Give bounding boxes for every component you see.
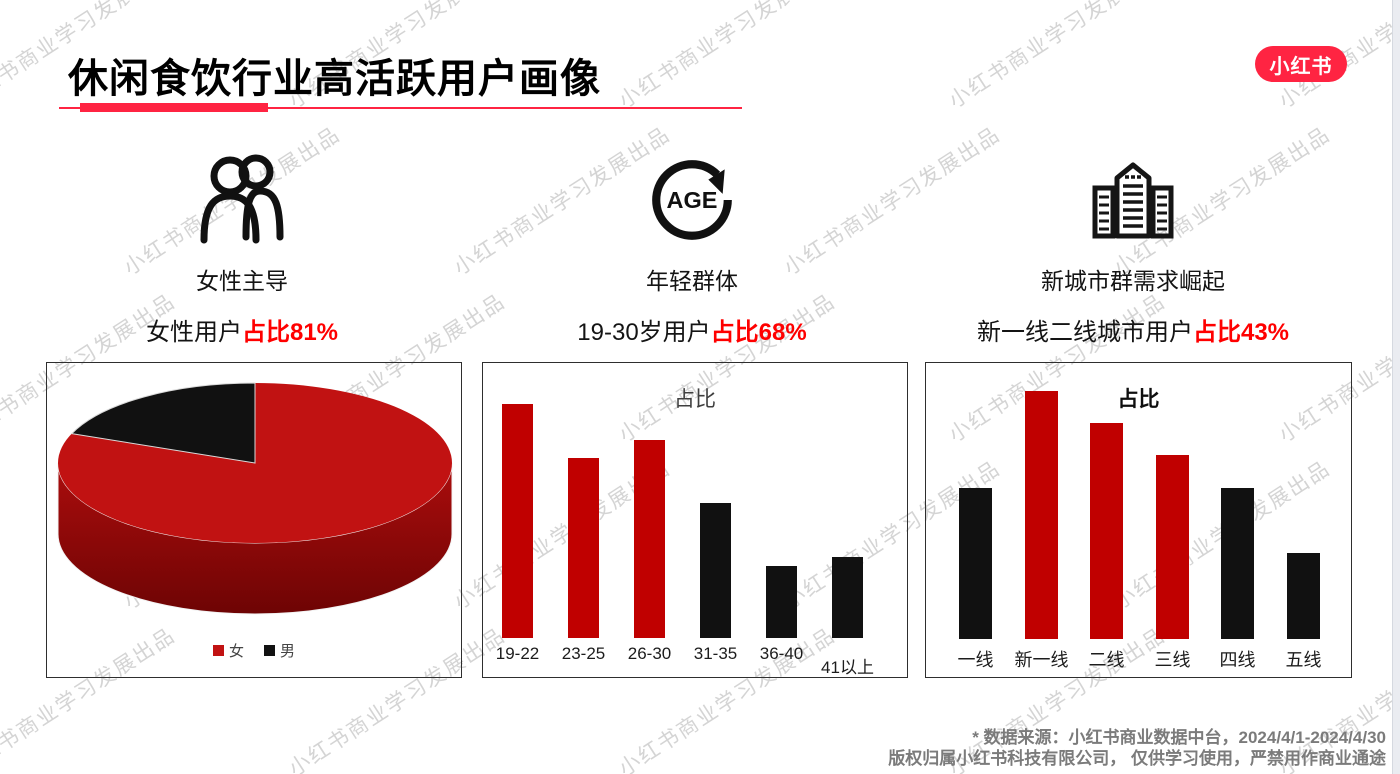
x-axis-label: 五线 bbox=[1285, 650, 1322, 670]
feature-female: 女性主导 女性用户占比81% bbox=[32, 146, 452, 347]
window-edge-scrollbar bbox=[1392, 0, 1400, 774]
feature-stat: 女性用户占比81% bbox=[146, 312, 338, 347]
legend-swatch bbox=[212, 645, 224, 656]
users-icon bbox=[196, 146, 288, 254]
feature-title: 年轻群体 bbox=[646, 268, 738, 294]
bar-一线 bbox=[959, 488, 992, 639]
legend-item-男: 男 bbox=[264, 640, 295, 661]
stat-prefix: 女性用户 bbox=[145, 319, 242, 346]
bar-三线 bbox=[1156, 455, 1189, 639]
x-axis-label: 一线 bbox=[957, 650, 994, 670]
age-cycle-icon: AGE bbox=[645, 146, 739, 254]
stat-highlight: 占比68% bbox=[710, 319, 807, 346]
gender-pie-chart: 女男 bbox=[46, 362, 462, 678]
feature-city: 新城市群需求崛起 新一线二线城市用户占比43% bbox=[923, 146, 1343, 347]
legend-label: 女 bbox=[228, 643, 244, 660]
stat-prefix: 新一线二线城市用户 bbox=[976, 319, 1193, 346]
feature-title: 女性主导 bbox=[196, 268, 288, 294]
x-axis-label: 四线 bbox=[1219, 650, 1256, 670]
legend-item-女: 女 bbox=[212, 640, 244, 661]
pie-3d bbox=[57, 382, 453, 615]
x-axis-label: 新一线 bbox=[1014, 650, 1069, 670]
footer-source-note: * 数据来源：小红书商业数据中台，2024/4/1-2024/4/30 版权归属… bbox=[888, 727, 1386, 769]
stat-prefix: 19-30岁用户 bbox=[577, 319, 711, 346]
city-buildings-icon bbox=[1083, 146, 1183, 254]
legend-swatch bbox=[264, 645, 275, 656]
pie-legend: 女男 bbox=[47, 640, 461, 661]
bar-23-25 bbox=[568, 458, 599, 638]
data-source-line: * 数据来源：小红书商业数据中台，2024/4/1-2024/4/30 bbox=[972, 728, 1386, 747]
bar-41以上 bbox=[832, 557, 863, 638]
x-axis-label: 19-22 bbox=[495, 644, 540, 663]
title-underline bbox=[59, 107, 742, 109]
x-axis-label: 三线 bbox=[1154, 650, 1191, 670]
stat-highlight: 占比43% bbox=[1192, 319, 1290, 346]
feature-stat: 19-30岁用户占比68% bbox=[577, 312, 806, 347]
title-underline-accent bbox=[80, 103, 268, 112]
stat-highlight: 占比81% bbox=[241, 319, 339, 346]
x-axis-label: 26-30 bbox=[627, 644, 672, 663]
x-axis-label: 36-40 bbox=[759, 644, 804, 663]
city-plot-area: 一线 新一线 二线 三线 四线 五线 bbox=[926, 363, 1351, 677]
city-tier-bar-chart: 占比 一线 新一线 二线 三线 四线 五线 bbox=[925, 362, 1352, 678]
feature-stat: 新一线二线城市用户占比43% bbox=[977, 312, 1289, 347]
age-plot-area: 19-22 23-25 26-30 31-35 36-40 41以上 bbox=[483, 363, 907, 677]
x-axis-label: 23-25 bbox=[561, 644, 606, 663]
bar-新一线 bbox=[1025, 391, 1058, 639]
page-title: 休闲食饮行业高活跃用户画像 bbox=[68, 57, 601, 101]
legend-label: 男 bbox=[280, 643, 296, 660]
svg-text:AGE: AGE bbox=[667, 187, 718, 213]
x-axis-label: 31-35 bbox=[693, 644, 738, 663]
feature-age: AGE 年轻群体 19-30岁用户占比68% bbox=[482, 146, 902, 347]
x-axis-label: 41以上 bbox=[821, 658, 874, 677]
x-axis-label: 二线 bbox=[1088, 650, 1125, 670]
feature-title: 新城市群需求崛起 bbox=[1041, 268, 1225, 294]
bar-五线 bbox=[1287, 553, 1320, 639]
xiaohongshu-logo: 小红书 bbox=[1255, 46, 1347, 82]
bar-26-30 bbox=[634, 440, 665, 638]
age-bar-chart: 占比 19-22 23-25 26-30 31-35 36-40 41以上 bbox=[482, 362, 908, 678]
bar-31-35 bbox=[700, 503, 731, 638]
bar-二线 bbox=[1090, 423, 1123, 639]
bar-19-22 bbox=[502, 404, 533, 638]
bar-四线 bbox=[1221, 488, 1254, 639]
chart-title: 占比 bbox=[674, 388, 716, 411]
chart-title: 占比 bbox=[1117, 388, 1160, 411]
bar-36-40 bbox=[766, 566, 797, 638]
copyright-line: 版权归属小红书科技有限公司， 仅供学习使用，严禁用作商业通途 bbox=[888, 749, 1386, 768]
